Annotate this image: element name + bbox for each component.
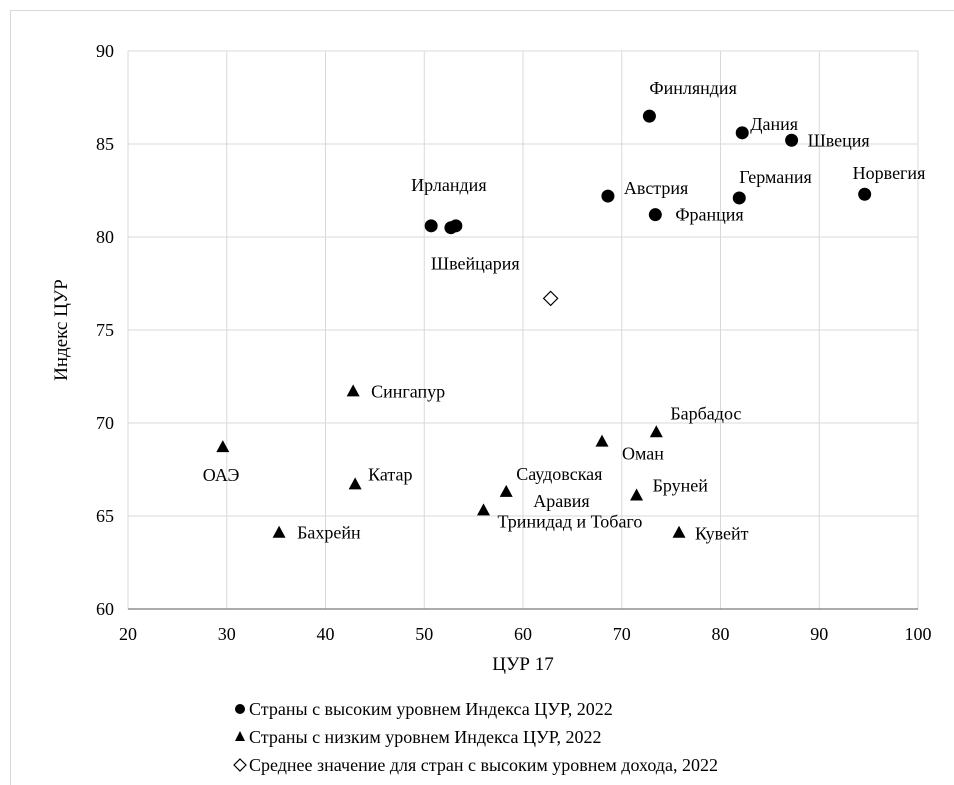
x-tick-label-8: 100 <box>905 624 932 644</box>
point-label-s0-8: Швейцария <box>431 254 520 274</box>
legend-label-2: Среднее значение для стран с высоким уро… <box>249 755 718 775</box>
point-label-s1-2: Катар <box>368 464 412 484</box>
point-s1-3 <box>272 525 286 538</box>
legend: Страны с высоким уровнем Индекса ЦУР, 20… <box>233 699 718 775</box>
x-tick-label-0: 20 <box>119 624 137 644</box>
point-s1-5 <box>649 425 663 438</box>
y-tick-label-1: 65 <box>96 506 114 526</box>
data-points <box>216 109 872 538</box>
point-s0-4 <box>601 189 615 203</box>
y-tick-label-5: 85 <box>96 134 114 154</box>
point-label-s0-1: Дания <box>750 114 798 134</box>
point-s1-0 <box>346 384 360 397</box>
point-label-s0-4: Австрия <box>624 178 688 198</box>
legend-label-1: Страны с низким уровнем Индекса ЦУР, 202… <box>249 727 602 747</box>
point-s0-2 <box>785 133 799 147</box>
x-tick-label-5: 70 <box>613 624 631 644</box>
point-label-s1-7: Бруней <box>653 476 709 496</box>
y-tick-label-2: 70 <box>96 413 114 433</box>
legend-marker-0 <box>235 704 245 714</box>
legend-label-0: Страны с высоким уровнем Индекса ЦУР, 20… <box>249 699 613 719</box>
point-label-s0-5: Германия <box>739 167 812 187</box>
x-tick-label-3: 50 <box>415 624 433 644</box>
x-tick-label-2: 40 <box>317 624 335 644</box>
point-s1-2 <box>348 477 362 490</box>
grid <box>127 50 919 610</box>
point-label-s1-8: Тринидад и Тобаго <box>498 511 643 531</box>
point-s0-5 <box>732 191 746 205</box>
legend-marker-1 <box>235 731 245 741</box>
point-s1-9 <box>672 525 686 538</box>
point-s0-7 <box>424 219 438 233</box>
point-label-s0-7: Ирландия <box>411 175 486 195</box>
legend-marker-2 <box>233 758 247 772</box>
y-tick-label-3: 75 <box>96 320 114 340</box>
x-tick-label-4: 60 <box>514 624 532 644</box>
y-tick-label-0: 60 <box>96 599 114 619</box>
point-s1-1 <box>216 440 230 453</box>
x-tick-labels: 20 30 40 50 60 70 80 90 100 <box>119 624 932 644</box>
chart-frame <box>10 10 954 785</box>
point-s0-1 <box>735 126 749 140</box>
point-label-s0-2: Швеция <box>808 130 870 150</box>
point-s1-7 <box>630 488 644 501</box>
point-label-s1-5: Барбадос <box>670 403 741 423</box>
point-label-s1-6-line1: Саудовская <box>516 464 602 484</box>
point-s2-0 <box>542 290 559 307</box>
point-s1-4 <box>595 434 609 447</box>
point-label-s1-6-line2: Аравия <box>533 491 589 511</box>
point-s0-3 <box>858 187 872 201</box>
point-label-s1-3: Бахрейн <box>297 523 361 543</box>
point-label-s0-3: Норвегия <box>853 163 926 183</box>
point-label-s1-4: Оман <box>622 444 664 464</box>
point-label-s0-6: Франция <box>675 205 743 225</box>
point-label-s1-0: Сингапур <box>371 381 445 401</box>
point-s1-6 <box>499 484 513 497</box>
point-s1-8 <box>477 503 490 516</box>
y-axis-label: Индекс ЦУР <box>51 279 72 381</box>
y-tick-label-6: 90 <box>96 41 114 61</box>
point-label-s1-9: Кувейт <box>695 524 749 544</box>
x-tick-label-6: 80 <box>712 624 730 644</box>
point-label-s0-0: Финляндия <box>649 78 736 98</box>
x-tick-label-1: 30 <box>218 624 236 644</box>
point-s0-0 <box>642 109 656 123</box>
y-tick-label-4: 80 <box>96 227 114 247</box>
y-tick-labels: 60 65 70 75 80 85 90 <box>96 41 114 619</box>
point-s0-9 <box>449 219 463 233</box>
x-tick-label-7: 90 <box>810 624 828 644</box>
point-label-s1-1: ОАЭ <box>203 465 240 485</box>
point-s0-6 <box>648 208 662 222</box>
x-axis-label: ЦУР 17 <box>492 654 554 675</box>
point-labels: Финляндия Дания Швеция Норвегия Австрия Герма… <box>203 78 926 544</box>
